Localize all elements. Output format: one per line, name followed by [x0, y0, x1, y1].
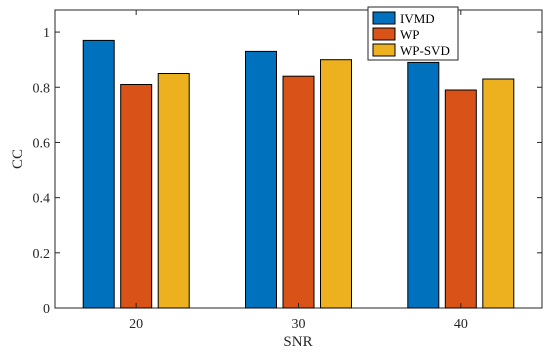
legend-label-wp: WP	[400, 27, 420, 42]
bar-wp-svd-30	[320, 59, 352, 309]
x-tick-label: 40	[454, 317, 468, 332]
bar-wp-40	[444, 89, 477, 309]
x-tick-label: 30	[292, 317, 306, 332]
y-tick-label: 0.4	[33, 192, 51, 207]
bar-wp-svd-20	[157, 73, 190, 309]
legend-swatch-wp	[372, 27, 396, 41]
bar-ivmd-40	[407, 61, 440, 309]
legend-swatch-wp-svd	[372, 43, 396, 57]
bar-ivmd-30	[245, 50, 277, 309]
y-tick-label: 0	[43, 302, 50, 317]
x-axis: 20 30 40	[129, 10, 468, 332]
legend-label-wp-svd: WP-SVD	[400, 43, 450, 58]
x-tick-label: 20	[129, 317, 143, 332]
y-tick-label: 1	[43, 26, 50, 41]
bar-ivmd-20	[82, 39, 115, 309]
y-axis-label: CC	[10, 149, 26, 169]
y-tick-label: 0.2	[33, 247, 51, 262]
bar-wp-svd-40	[482, 78, 515, 309]
legend-swatch-ivmd	[372, 11, 396, 25]
y-tick-label: 0.6	[33, 136, 51, 151]
x-axis-label: SNR	[283, 334, 312, 350]
legend-label-ivmd: IVMD	[400, 11, 435, 26]
y-axis: 0 0.2 0.4 0.6 0.8 1	[33, 26, 542, 317]
bars-group	[82, 39, 515, 309]
bar-wp-20	[120, 84, 153, 309]
bar-wp-30	[282, 75, 315, 309]
y-tick-label: 0.8	[33, 81, 51, 96]
